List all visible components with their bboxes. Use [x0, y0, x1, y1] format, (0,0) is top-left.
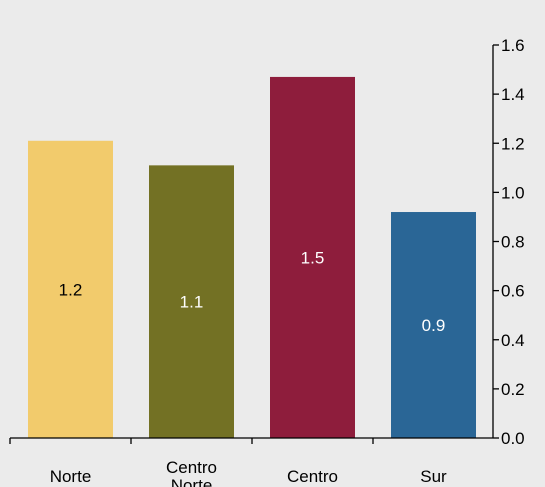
- y-tick-label-0: 0.0: [501, 429, 525, 448]
- y-tick-label-4: 0.8: [501, 233, 525, 252]
- bar-3: [391, 212, 476, 438]
- y-tick-label-6: 1.2: [501, 134, 525, 153]
- category-label-0: Norte: [50, 467, 92, 486]
- category-label-2: Centro: [287, 467, 338, 486]
- y-axis: 0.0 0.2 0.4 0.6 0.8 1.0 1.2 1.4 1.6: [492, 36, 525, 448]
- category-labels-group: Norte Centro Norte Centro Sur: [50, 458, 447, 487]
- y-tick-label-3: 0.6: [501, 282, 525, 301]
- y-tick-label-8: 1.6: [501, 36, 525, 55]
- data-label-2: 1.5: [301, 248, 325, 267]
- bar-2: [270, 76, 355, 439]
- category-label-line: Norte: [171, 476, 213, 487]
- bar-0: [28, 140, 113, 438]
- category-label-line: Norte: [50, 467, 92, 486]
- data-label-0: 1.2: [59, 280, 83, 299]
- x-axis: [9, 437, 493, 444]
- category-label-1: Centro Norte: [166, 458, 217, 487]
- bar-1: [149, 165, 234, 438]
- data-labels-group: 1.2 1.1 1.5 0.9: [59, 248, 446, 335]
- category-label-line: Sur: [420, 467, 447, 486]
- category-label-3: Sur: [420, 467, 447, 486]
- y-tick-label-5: 1.0: [501, 183, 525, 202]
- bars-group: [28, 76, 476, 439]
- category-label-line: Centro: [287, 467, 338, 486]
- data-label-1: 1.1: [180, 293, 204, 312]
- y-tick-label-1: 0.2: [501, 380, 525, 399]
- y-tick-label-7: 1.4: [501, 85, 525, 104]
- y-tick-label-2: 0.4: [501, 331, 525, 350]
- category-label-line: Centro: [166, 458, 217, 477]
- data-label-3: 0.9: [422, 316, 446, 335]
